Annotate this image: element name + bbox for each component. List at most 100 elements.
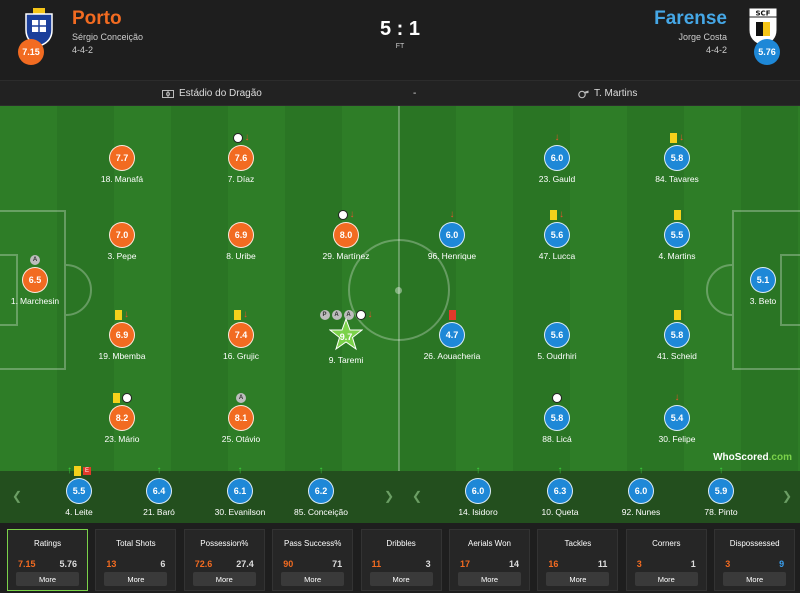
- away-sub-player[interactable]: ↑ 6.3 10. Queta: [515, 466, 605, 518]
- away-player[interactable]: 5.8 41. Scheid: [632, 310, 722, 361]
- player-events: A: [0, 254, 80, 266]
- stat-more-button[interactable]: More: [634, 572, 698, 586]
- player-number: 3.: [107, 251, 115, 261]
- away-player[interactable]: ↓ 5.4 30. Felipe: [632, 393, 722, 445]
- stat-card[interactable]: Corners 3 1 More: [625, 529, 707, 591]
- player-events: [632, 309, 722, 321]
- away-sub-player[interactable]: ↑ 6.0 92. Nunes: [596, 466, 686, 518]
- home-player[interactable]: 6.9 8. Uribe: [196, 222, 286, 261]
- player-number: 8.: [226, 251, 234, 261]
- yellow-card-icon: [673, 310, 681, 320]
- stat-card[interactable]: Possession% 72.6 27.4 More: [183, 529, 265, 591]
- assist-badge-icon: A: [236, 393, 246, 403]
- player-rating: 5.4: [664, 405, 690, 431]
- stat-title: Tackles: [564, 539, 592, 548]
- player-events: ↑ E: [34, 465, 124, 477]
- player-events: [632, 209, 722, 221]
- player-number: 5.: [537, 351, 545, 361]
- player-name: 21. Baró: [114, 507, 204, 517]
- stat-card[interactable]: Dribbles 11 3 More: [360, 529, 442, 591]
- player-rating: 8.2: [109, 405, 135, 431]
- stat-more-button[interactable]: More: [104, 572, 168, 586]
- stat-card[interactable]: Total Shots 13 6 More: [95, 529, 177, 591]
- home-player[interactable]: ↓ 6.9 19. Mbemba: [77, 310, 167, 362]
- home-sub-player[interactable]: ↑ 6.2 85. Conceição: [276, 466, 366, 518]
- stat-card[interactable]: Dispossessed 3 9 More: [714, 529, 796, 591]
- player-name-text: Licá: [556, 434, 572, 444]
- player-name-text: Evanilson: [228, 507, 266, 517]
- away-player[interactable]: ↓ 6.0 23. Gauld: [512, 133, 602, 185]
- player-name-text: Beto: [758, 296, 777, 306]
- player-number: 14.: [458, 507, 471, 517]
- away-sub-player[interactable]: ↑ 5.9 78. Pinto: [676, 466, 766, 518]
- stat-more-button[interactable]: More: [192, 572, 256, 586]
- player-number: 96.: [427, 251, 440, 261]
- player-rating: 9.7: [339, 331, 353, 342]
- home-player[interactable]: 7.0 3. Pepe: [77, 222, 167, 261]
- home-player[interactable]: A 6.5 1. Marchesin: [0, 255, 80, 306]
- stat-card[interactable]: Aerials Won 17 14 More: [449, 529, 530, 591]
- home-sub-player[interactable]: ↑ E 5.5 4. Leite: [34, 466, 124, 518]
- stat-card[interactable]: Ratings 7.15 5.76 More: [7, 529, 88, 591]
- away-player[interactable]: ↓ 5.8 84. Tavares: [632, 133, 722, 185]
- whoscored-logo[interactable]: WhoScored.com: [713, 452, 792, 463]
- player-number: 10.: [541, 507, 554, 517]
- home-team-name[interactable]: Porto: [72, 8, 122, 29]
- player-events: ↑: [276, 465, 366, 477]
- home-player[interactable]: ↓ 7.4 16. Grujic: [196, 310, 286, 362]
- away-formation: 4-4-2: [705, 45, 727, 55]
- stat-home-value: 13: [106, 559, 117, 569]
- player-name: 92. Nunes: [596, 507, 686, 517]
- stat-values: 11 3: [362, 559, 441, 569]
- player-name-text: Henrique: [441, 251, 477, 261]
- porto-crest-icon[interactable]: [22, 8, 56, 46]
- home-player[interactable]: 8.2 23. Mário: [77, 393, 167, 444]
- away-player[interactable]: 4.7 26. Aouacheria: [407, 310, 497, 361]
- player-number: 30.: [658, 434, 671, 444]
- bench-scroll-left-icon[interactable]: ❮: [12, 489, 23, 503]
- away-player[interactable]: 5.5 4. Martins: [632, 210, 722, 261]
- stat-more-button[interactable]: More: [16, 572, 79, 586]
- away-player[interactable]: 5.6 5. Oudrhiri: [512, 322, 602, 361]
- away-player[interactable]: ↓ 5.6 47. Lucca: [512, 210, 602, 262]
- away-team-name[interactable]: Farense: [654, 8, 727, 29]
- player-events: ↓: [196, 132, 286, 144]
- player-name: 84. Tavares: [632, 174, 722, 184]
- goal-ball-icon: [355, 310, 366, 320]
- stat-more-button[interactable]: More: [369, 572, 433, 586]
- home-sub-player[interactable]: ↑ 6.1 30. Evanilson: [195, 466, 285, 518]
- away-sub-player[interactable]: ↑ 6.0 14. Isidoro: [433, 466, 523, 518]
- player-rating: 6.0: [439, 222, 465, 248]
- home-player[interactable]: 7.7 18. Manafá: [77, 145, 167, 184]
- match-info-bar: Estádio do Dragão - T. Martins: [0, 80, 800, 106]
- player-rating: 6.1: [227, 478, 253, 504]
- stat-more-button[interactable]: More: [281, 572, 345, 586]
- away-player[interactable]: 5.8 88. Licá: [512, 393, 602, 444]
- stat-more-button[interactable]: More: [723, 572, 787, 586]
- home-sub-player[interactable]: ↑ 6.4 21. Baró: [114, 466, 204, 518]
- player-number: 25.: [221, 434, 234, 444]
- sub-off-arrow-icon: ↓: [559, 209, 564, 220]
- away-player[interactable]: 5.1 3. Beto: [718, 267, 800, 306]
- away-bench-scroll-left-icon[interactable]: ❮: [412, 489, 423, 503]
- player-events: [512, 309, 602, 321]
- away-manager: Jorge Costa: [678, 32, 727, 42]
- home-player[interactable]: ↓ 7.6 7. Díaz: [196, 133, 286, 185]
- home-player[interactable]: P A A ↓ 9.7 9. Taremi: [301, 310, 391, 365]
- farense-crest-icon[interactable]: SCF: [746, 8, 780, 46]
- bench-scroll-right-icon[interactable]: ❯: [384, 489, 395, 503]
- home-player[interactable]: ↓ 8.0 29. Martínez: [301, 210, 391, 262]
- stat-more-button[interactable]: More: [458, 572, 521, 586]
- stat-card[interactable]: Pass Success% 90 71 More: [272, 529, 354, 591]
- player-name: 26. Aouacheria: [407, 351, 497, 361]
- yellow-card-icon: [673, 210, 681, 220]
- stat-values: 7.15 5.76: [8, 559, 87, 569]
- stat-card[interactable]: Tackles 16 11 More: [537, 529, 619, 591]
- away-bench-scroll-right-icon[interactable]: ❯: [782, 489, 793, 503]
- home-player[interactable]: A 8.1 25. Otávio: [196, 393, 286, 444]
- stat-values: 72.6 27.4: [185, 559, 264, 569]
- player-name-text: Uribe: [235, 251, 256, 261]
- stat-more-button[interactable]: More: [546, 572, 610, 586]
- away-player[interactable]: ↓ 6.0 96. Henrique: [407, 210, 497, 262]
- away-team-rating: 5.76: [754, 39, 780, 65]
